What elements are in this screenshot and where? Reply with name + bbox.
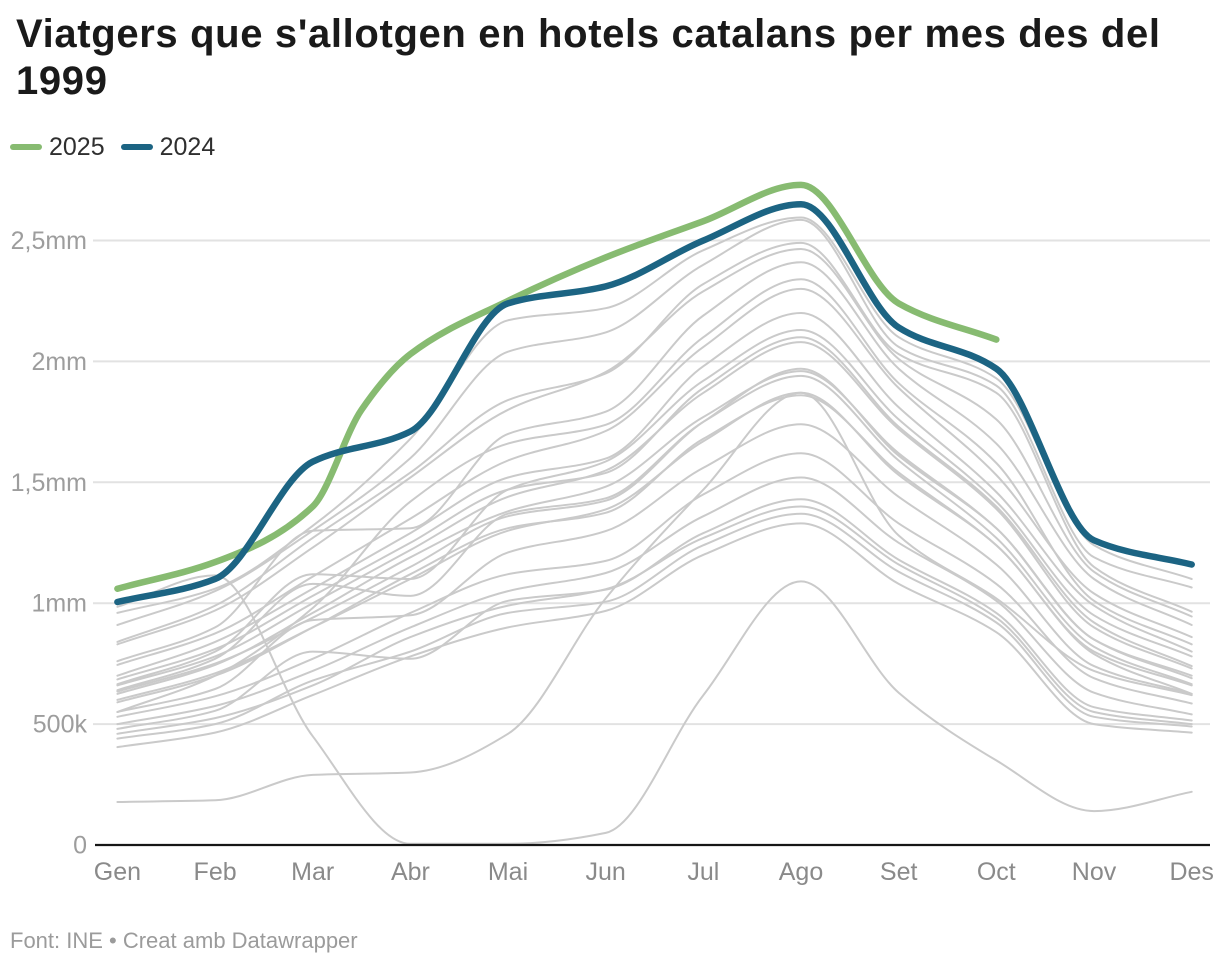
svg-text:Gen: Gen xyxy=(94,858,141,886)
svg-text:Des: Des xyxy=(1169,858,1213,886)
svg-text:Abr: Abr xyxy=(391,858,430,886)
svg-text:0: 0 xyxy=(73,832,87,860)
svg-text:1mm: 1mm xyxy=(31,590,87,618)
svg-text:2,5mm: 2,5mm xyxy=(11,227,87,255)
svg-text:Set: Set xyxy=(880,858,918,886)
svg-text:Ago: Ago xyxy=(779,858,823,886)
svg-text:Jun: Jun xyxy=(586,858,626,886)
svg-text:500k: 500k xyxy=(33,711,88,739)
svg-text:1,5mm: 1,5mm xyxy=(11,469,87,497)
svg-text:Mar: Mar xyxy=(291,858,334,886)
svg-text:Nov: Nov xyxy=(1072,858,1117,886)
svg-text:Oct: Oct xyxy=(977,858,1016,886)
svg-text:Mai: Mai xyxy=(488,858,528,886)
svg-text:Feb: Feb xyxy=(194,858,237,886)
svg-text:2mm: 2mm xyxy=(31,348,87,376)
svg-text:Jul: Jul xyxy=(687,858,719,886)
